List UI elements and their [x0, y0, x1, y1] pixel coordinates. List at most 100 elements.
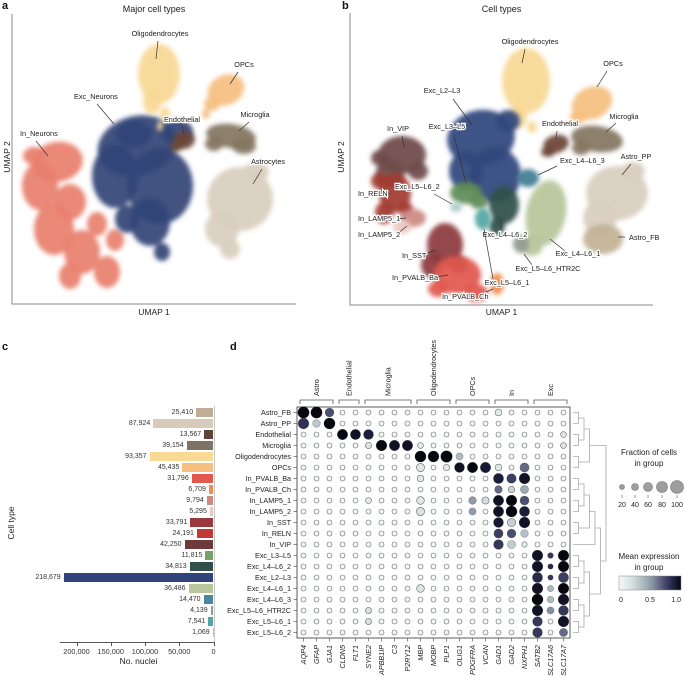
expression-dot — [365, 541, 372, 548]
expression-dot — [482, 431, 489, 438]
expression-dot — [365, 629, 372, 636]
bar-Exc_L5–L6_2 — [212, 627, 214, 637]
expression-dot — [313, 552, 320, 559]
expression-dot — [416, 507, 425, 516]
expression-dot — [456, 431, 463, 438]
bar-value-Exc_L5–L6_1: 7,541 — [187, 617, 206, 625]
expression-dot — [310, 406, 323, 419]
svg-text:Exc_L5–L6_2: Exc_L5–L6_2 — [395, 182, 440, 191]
umap-label-In_PVALB_Ch: In_PVALB_Ch — [441, 288, 494, 302]
panel-c: c Cell type No. nuclei 25,410 87,924 13,56… — [0, 340, 240, 677]
row-label-In_VIP: In_VIP — [269, 540, 291, 549]
expression-dot — [378, 530, 385, 537]
umap-cluster-In_Neurons — [22, 141, 124, 289]
expression-dot — [482, 453, 489, 460]
expression-dot — [300, 607, 307, 614]
expression-dot — [417, 409, 424, 416]
expression-dot — [430, 475, 437, 482]
expression-dot — [339, 530, 346, 537]
expression-dot — [417, 552, 424, 559]
expression-dot — [482, 519, 489, 526]
expression-dot — [455, 452, 464, 461]
expression-dot — [378, 475, 385, 482]
expression-dot — [427, 450, 440, 463]
row-label-In_PVALB_Ba: In_PVALB_Ba — [246, 474, 291, 483]
expression-dot — [352, 420, 359, 427]
dot-row-OPCs — [300, 462, 567, 473]
expression-dot — [507, 485, 516, 494]
expression-dot — [469, 420, 476, 427]
expression-dot — [532, 572, 543, 583]
expression-dot — [352, 585, 359, 592]
expression-dot — [378, 420, 385, 427]
dot-row-In_RELN — [300, 528, 567, 539]
expression-dot — [443, 618, 450, 625]
expression-dot — [365, 409, 372, 416]
expression-dot — [417, 596, 424, 603]
expression-dot — [323, 417, 336, 430]
expression-dot — [378, 486, 385, 493]
expression-dot — [547, 552, 554, 559]
gene-label-GFAP: GFAP — [312, 645, 321, 664]
bar-value-In_LAMP5_2: 5,295 — [189, 507, 207, 515]
umap-label-OPCs: OPCs — [596, 58, 624, 88]
expression-dot — [313, 574, 320, 581]
expression-dot — [352, 530, 359, 537]
expression-dot — [391, 552, 398, 559]
expression-dot — [547, 442, 554, 449]
expression-dot — [365, 464, 372, 471]
expression-dot — [521, 563, 528, 570]
expression-dot — [443, 431, 450, 438]
expression-dot — [417, 442, 424, 449]
x-axis-line — [60, 642, 215, 643]
expression-dot — [402, 440, 413, 451]
expression-dot — [404, 431, 411, 438]
fraction-legend: Fraction of cells in group 20 40 60 80 100 — [618, 448, 684, 509]
gene-label-GAD2: GAD2 — [507, 645, 516, 665]
expression-dot — [560, 530, 567, 537]
expression-dot — [547, 541, 554, 548]
row-label-Exc_L4–L6_3: Exc_L4–L6_3 — [247, 595, 291, 604]
expression-dot — [339, 497, 346, 504]
panel-a-title: Major cell types — [122, 4, 186, 14]
row-label-Exc_L4–L6_2: Exc_L4–L6_2 — [247, 562, 291, 571]
bar-value-In_PVALB_Ch: 6,709 — [188, 485, 206, 493]
expression-dot — [339, 618, 346, 625]
expression-dot — [416, 496, 425, 505]
umap-label-Oligodendrocytes: Oligodendrocytes — [500, 36, 560, 64]
expression-dot — [482, 508, 489, 515]
expression-dot — [391, 596, 398, 603]
umap-cluster-Astrocytes — [205, 162, 273, 259]
bar-In_PVALB_Ba — [191, 473, 214, 483]
svg-text:in group: in group — [635, 563, 664, 572]
x-tick-label: 50,000 — [168, 647, 191, 656]
expression-dot — [404, 464, 411, 471]
dot-row-Exc_L5–L6_2 — [300, 627, 568, 638]
expression-dot — [469, 486, 476, 493]
svg-text:Exc_L2–L3: Exc_L2–L3 — [424, 86, 461, 95]
row-label-Exc_L5–L6_HTR2C: Exc_L5–L6_HTR2C — [227, 606, 291, 615]
expression-dot — [456, 541, 463, 548]
expression-dot — [521, 409, 528, 416]
col-group-label-Exc: Exc — [546, 384, 555, 396]
expression-dot — [430, 629, 437, 636]
expression-dot — [508, 629, 515, 636]
bar-value-In_RELN: 24,191 — [172, 529, 194, 537]
expression-dot — [495, 563, 502, 570]
gene-label-NXPH1: NXPH1 — [520, 645, 529, 669]
expression-dot — [482, 618, 489, 625]
expression-dot — [378, 629, 385, 636]
expression-dot — [560, 442, 567, 449]
umap-cluster-In_PVALB_Ba — [428, 256, 488, 302]
expression-dot — [469, 442, 476, 449]
expression-dot — [495, 552, 502, 559]
svg-text:In_PVALB_Ba: In_PVALB_Ba — [392, 273, 439, 282]
umap-label-Microglia: Microglia — [238, 109, 272, 132]
expression-dot — [534, 420, 541, 427]
svg-text:60: 60 — [644, 502, 652, 509]
expression-dot — [326, 431, 333, 438]
expression-dot — [391, 607, 398, 614]
dot-row-Oligodendrocytes — [300, 450, 567, 463]
expression-dot — [326, 574, 333, 581]
expression-dot — [456, 475, 463, 482]
